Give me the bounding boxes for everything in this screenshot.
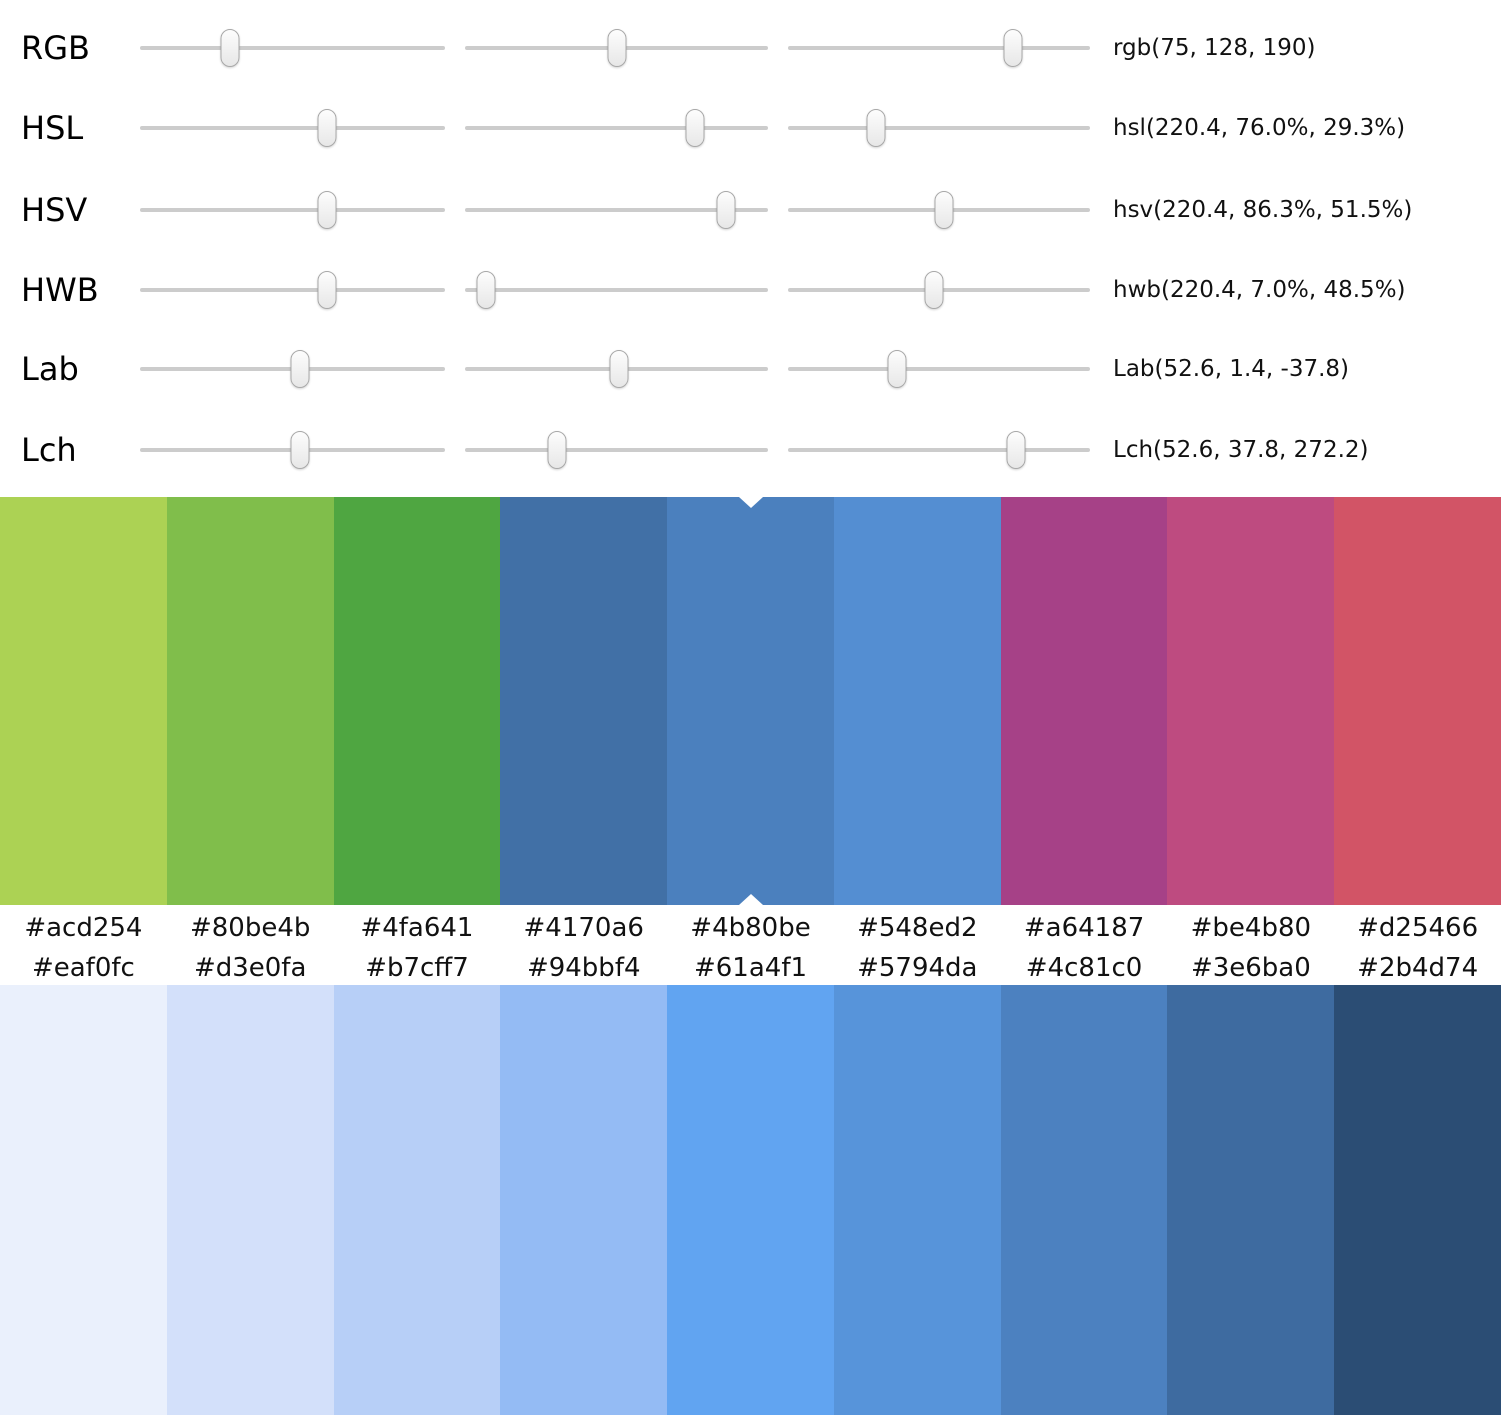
lab-value-text: Lab(52.6, 1.4, -37.8) <box>1113 356 1349 382</box>
colorspace-label-hsl: HSL <box>21 109 84 147</box>
hex-label: #80be4b <box>189 913 311 943</box>
rgb-g-slider-thumb[interactable] <box>607 29 627 67</box>
slider-row-lab: Lab Lab(52.6, 1.4, -37.8) <box>0 329 1501 409</box>
hex-label: #5794da <box>857 953 978 983</box>
rgb-r-slider-thumb[interactable] <box>220 29 240 67</box>
selected-color-marker-top <box>738 497 763 508</box>
lch-l-slider-thumb[interactable] <box>290 431 310 469</box>
rgb-r-slider-track[interactable] <box>140 29 445 67</box>
palette-swatch[interactable] <box>1000 497 1168 905</box>
lch-h-slider-track[interactable] <box>788 431 1090 469</box>
hwb-h-slider-track[interactable] <box>140 271 445 309</box>
slider-row-hsv: HSV hsv(220.4, 86.3%, 51.5%) <box>0 170 1501 250</box>
lab-l-slider-thumb[interactable] <box>290 350 310 388</box>
hsl-l-slider-track[interactable] <box>788 109 1090 147</box>
hex-label: #548ed2 <box>857 913 978 943</box>
hsv-h-slider-track[interactable] <box>140 191 445 229</box>
slider-row-lch: Lch Lch(52.6, 37.8, 272.2) <box>0 410 1501 490</box>
hsl-value-text: hsl(220.4, 76.0%, 29.3%) <box>1113 115 1406 141</box>
lightness-palette-hex-labels: #eaf0fc #d3e0fa #b7cff7 #94bbf4 #61a4f1 … <box>0 950 1501 986</box>
lch-l-slider-track[interactable] <box>140 431 445 469</box>
hsl-s-slider-track[interactable] <box>465 109 768 147</box>
hwb-value-text: hwb(220.4, 7.0%, 48.5%) <box>1113 277 1406 303</box>
hex-label: #61a4f1 <box>693 953 808 983</box>
hsv-s-slider-track[interactable] <box>465 191 768 229</box>
palette-swatch[interactable] <box>1000 985 1168 1415</box>
colorspace-label-hsv: HSV <box>21 191 88 229</box>
hex-label: #eaf0fc <box>31 953 135 983</box>
palette-swatch[interactable] <box>1167 985 1335 1415</box>
lab-a-slider-thumb[interactable] <box>609 350 629 388</box>
slider-row-hwb: HWB hwb(220.4, 7.0%, 48.5%) <box>0 250 1501 330</box>
rgb-g-slider-track[interactable] <box>465 29 768 67</box>
palette-swatch[interactable] <box>833 497 1001 905</box>
hsv-s-slider-thumb[interactable] <box>716 191 736 229</box>
lab-b-slider-track[interactable] <box>788 350 1090 388</box>
palette-swatch[interactable] <box>0 985 167 1415</box>
palette-swatch[interactable] <box>500 985 668 1415</box>
lab-l-slider-track[interactable] <box>140 350 445 388</box>
hsv-v-slider-thumb[interactable] <box>934 191 954 229</box>
lightness-palette <box>0 985 1501 1415</box>
colorspace-label-lch: Lch <box>21 431 77 469</box>
lch-c-slider-thumb[interactable] <box>547 431 567 469</box>
hex-label: #4fa641 <box>360 913 474 943</box>
lch-h-slider-thumb[interactable] <box>1006 431 1026 469</box>
rgb-b-slider-thumb[interactable] <box>1003 29 1023 67</box>
palette-swatch[interactable] <box>1334 497 1501 905</box>
lch-c-slider-track[interactable] <box>465 431 768 469</box>
colorspace-label-hwb: HWB <box>21 271 99 309</box>
hsl-h-slider-track[interactable] <box>140 109 445 147</box>
hue-palette-hex-labels: #acd254 #80be4b #4fa641 #4170a6 #4b80be … <box>0 906 1501 950</box>
palette-swatch[interactable] <box>667 985 834 1415</box>
palette-swatch[interactable] <box>333 497 501 905</box>
hex-label: #2b4d74 <box>1357 953 1479 983</box>
selected-color-marker-bottom <box>738 894 763 905</box>
palette-swatch[interactable] <box>1167 497 1335 905</box>
palette-swatch[interactable] <box>1334 985 1501 1415</box>
palette-swatch[interactable] <box>500 497 668 905</box>
slider-row-hsl: HSL hsl(220.4, 76.0%, 29.3%) <box>0 88 1501 168</box>
palette-swatch[interactable] <box>333 985 501 1415</box>
hex-label: #94bbf4 <box>526 953 641 983</box>
hex-label: #d25466 <box>1357 913 1479 943</box>
palette-swatch[interactable] <box>166 985 334 1415</box>
lch-value-text: Lch(52.6, 37.8, 272.2) <box>1113 437 1369 463</box>
palette-swatch[interactable] <box>833 985 1001 1415</box>
rgb-value-text: rgb(75, 128, 190) <box>1113 35 1316 61</box>
hwb-b-slider-thumb[interactable] <box>924 271 944 309</box>
hex-label: #4b80be <box>690 913 811 943</box>
hsv-h-slider-thumb[interactable] <box>317 191 337 229</box>
slider-row-rgb: RGB rgb(75, 128, 190) <box>0 8 1501 88</box>
palette-swatch[interactable] <box>166 497 334 905</box>
hex-label: #d3e0fa <box>193 953 307 983</box>
hex-label: #acd254 <box>24 913 143 943</box>
hsl-h-slider-thumb[interactable] <box>317 109 337 147</box>
lab-b-slider-thumb[interactable] <box>887 350 907 388</box>
hsl-l-slider-thumb[interactable] <box>866 109 886 147</box>
hex-label: #4c81c0 <box>1025 953 1143 983</box>
hex-label: #4170a6 <box>523 913 644 943</box>
lab-a-slider-track[interactable] <box>465 350 768 388</box>
colorspace-label-rgb: RGB <box>21 29 90 67</box>
colorspace-label-lab: Lab <box>21 350 79 388</box>
palette-swatch[interactable] <box>0 497 167 905</box>
hwb-w-slider-track[interactable] <box>465 271 768 309</box>
hwb-b-slider-track[interactable] <box>788 271 1090 309</box>
hex-label: #a64187 <box>1023 913 1145 943</box>
hue-palette <box>0 497 1501 905</box>
hsv-v-slider-track[interactable] <box>788 191 1090 229</box>
hex-label: #b7cff7 <box>365 953 469 983</box>
hwb-w-slider-thumb[interactable] <box>476 271 496 309</box>
rgb-b-slider-track[interactable] <box>788 29 1090 67</box>
palette-swatch-selected[interactable] <box>667 497 834 905</box>
hex-label: #3e6ba0 <box>1190 953 1311 983</box>
hwb-h-slider-thumb[interactable] <box>317 271 337 309</box>
hsl-s-slider-thumb[interactable] <box>685 109 705 147</box>
hsv-value-text: hsv(220.4, 86.3%, 51.5%) <box>1113 197 1413 223</box>
hex-label: #be4b80 <box>1190 913 1312 943</box>
